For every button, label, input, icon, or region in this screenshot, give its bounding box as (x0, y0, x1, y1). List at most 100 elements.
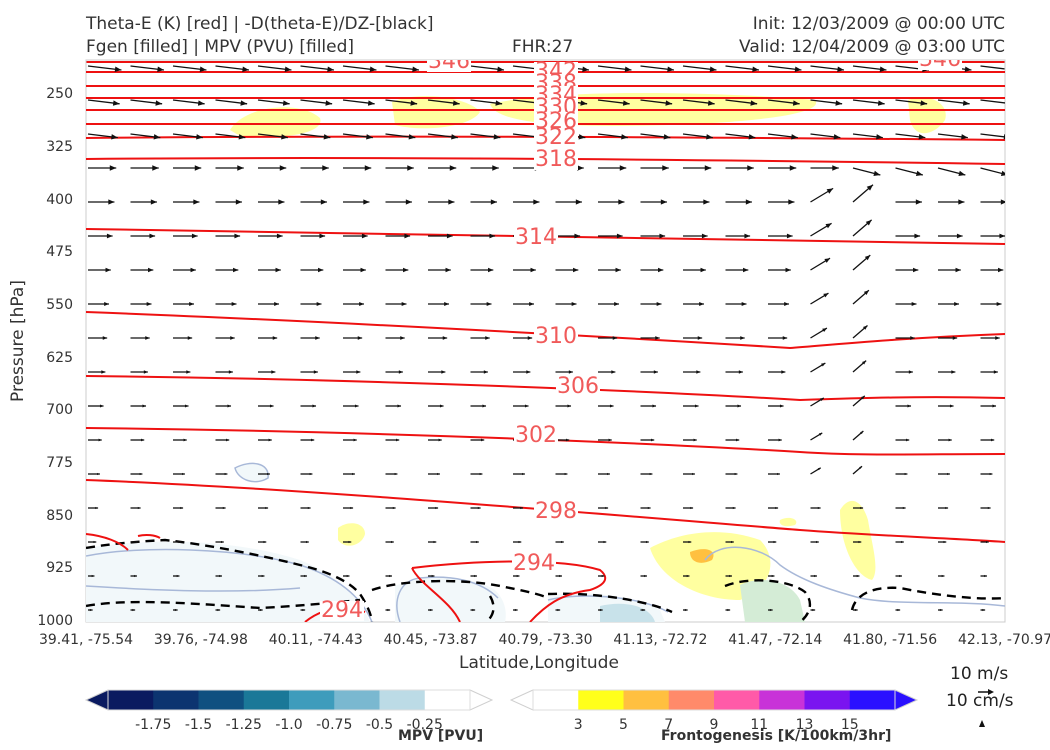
wind-arrowhead (773, 540, 777, 544)
wind-arrowhead (237, 165, 244, 171)
colorbar-frame (532, 689, 896, 711)
wind-arrowhead (984, 574, 987, 578)
wind-arrowhead (777, 472, 780, 476)
theta-e-contour-label: 314 (515, 225, 557, 250)
wind-arrowhead (222, 506, 226, 510)
wind-arrowhead (961, 134, 968, 140)
wind-arrowhead (952, 336, 958, 340)
theta-e-contour-label: 322 (535, 125, 577, 150)
wind-arrowhead (918, 134, 926, 140)
wind-arrowhead (656, 301, 662, 307)
wind-arrowhead (102, 336, 108, 340)
wind-arrowhead (992, 404, 997, 408)
wind-arrowhead (947, 472, 950, 476)
wind-arrowhead (155, 100, 163, 106)
theta-e-contour-label: 310 (535, 324, 577, 349)
wind-arrowhead (962, 100, 970, 106)
wind-arrowhead (568, 370, 573, 374)
wind-arrowhead (877, 100, 885, 106)
wind-arrowhead (729, 574, 732, 578)
colorbar-tick-label: -0.5 (366, 717, 393, 733)
x-tick-label: 39.76, -74.98 (153, 632, 248, 648)
wind-arrowhead (571, 301, 577, 307)
theta-e-label-bg (534, 502, 578, 522)
theta-e-label-bg (534, 150, 578, 170)
colorbar-segment (668, 690, 715, 710)
theta-e-contour (86, 479, 1005, 543)
wind-arrowhead (276, 233, 283, 239)
wind-arrowhead (688, 540, 692, 544)
colorbar-extend-low (84, 689, 109, 711)
mpv-contour (86, 585, 301, 592)
wind-arrowhead (561, 540, 564, 544)
wind-arrowhead (573, 267, 579, 273)
colorbar-segment (849, 690, 896, 710)
wind-arrowhead (748, 134, 756, 140)
wind-arrowhead (412, 66, 419, 72)
wind-arrowhead (516, 574, 520, 578)
colorbar-tick-label: -1.0 (275, 717, 302, 733)
colorbar-tick-label: -1.5 (185, 717, 212, 733)
y-tick-label: 850 (46, 507, 73, 524)
wind-arrowhead (618, 199, 625, 205)
fgen-fill (840, 500, 876, 580)
wind-arrowhead (311, 438, 315, 442)
wind-arrowhead (607, 472, 610, 476)
wind-arrowhead (603, 540, 607, 544)
wind-arrowhead (998, 267, 1004, 273)
y-tick-label: 1000 (37, 613, 73, 629)
wind-arrowhead (369, 66, 377, 72)
wind-arrowhead (879, 66, 887, 72)
colorbar-tick-label: 13 (796, 717, 814, 733)
wind-arrowhead (951, 370, 956, 374)
wind-arrowhead (859, 466, 863, 469)
wind-arrowhead (910, 336, 915, 340)
wind-arrowhead (363, 199, 370, 205)
wind-arrowhead (396, 438, 400, 442)
wind-arrowhead (659, 233, 666, 239)
wind-arrowhead (663, 134, 671, 140)
fgen-colorbar: 3 5 7 9 11 13 15 (509, 689, 919, 733)
wind-arrowhead (219, 574, 222, 578)
wind-vectors (87, 65, 1005, 612)
theta-e-contour (86, 311, 1005, 350)
wind-arrowhead (706, 134, 713, 140)
wind-arrowhead (111, 134, 118, 140)
wind-arrowhead (282, 100, 290, 106)
wind-arrowhead (784, 301, 789, 307)
colorbar-segment (424, 690, 471, 710)
colorbar-extend-high (469, 689, 494, 711)
theta-e-contour (86, 533, 129, 551)
wind-arrowhead (476, 540, 479, 544)
wind-arrowhead (789, 165, 797, 171)
wind-arrowhead (740, 336, 745, 340)
wind-arrowhead (819, 397, 824, 402)
wind-arrowhead (690, 506, 694, 510)
wind-arrowhead (404, 233, 411, 239)
wind-arrowhead (259, 608, 263, 612)
wind-arrowhead (794, 66, 802, 72)
wind-arrowhead (348, 540, 352, 544)
wind-arrowhead (743, 267, 749, 273)
wind-arrowhead (817, 506, 821, 510)
wind-arrowhead (429, 608, 433, 612)
wind-arrowhead (431, 574, 435, 578)
wind-arrowhead (242, 66, 249, 72)
wind-arrowhead (825, 223, 832, 229)
wind-arrowhead (346, 574, 350, 578)
wind-arrowhead (614, 301, 619, 307)
wind-arrowhead (778, 438, 782, 442)
wind-arrow (980, 99, 1005, 104)
fgen-colorbar-label: Frontogenesis [K/100km/3hr] (661, 728, 892, 744)
wind-arrowhead (826, 188, 834, 194)
wind-arrowhead (112, 100, 120, 106)
wind-arrowhead (231, 301, 237, 307)
theta-e-contour (86, 375, 1005, 402)
wind-arrowhead (736, 438, 740, 442)
wind-arrowhead (452, 100, 460, 106)
wind-arrowhead (861, 395, 865, 400)
wind-arrowhead (227, 404, 232, 408)
wind-arrowhead (238, 134, 246, 140)
wind-arrowhead (873, 170, 881, 177)
wind-arrowhead (142, 404, 147, 408)
